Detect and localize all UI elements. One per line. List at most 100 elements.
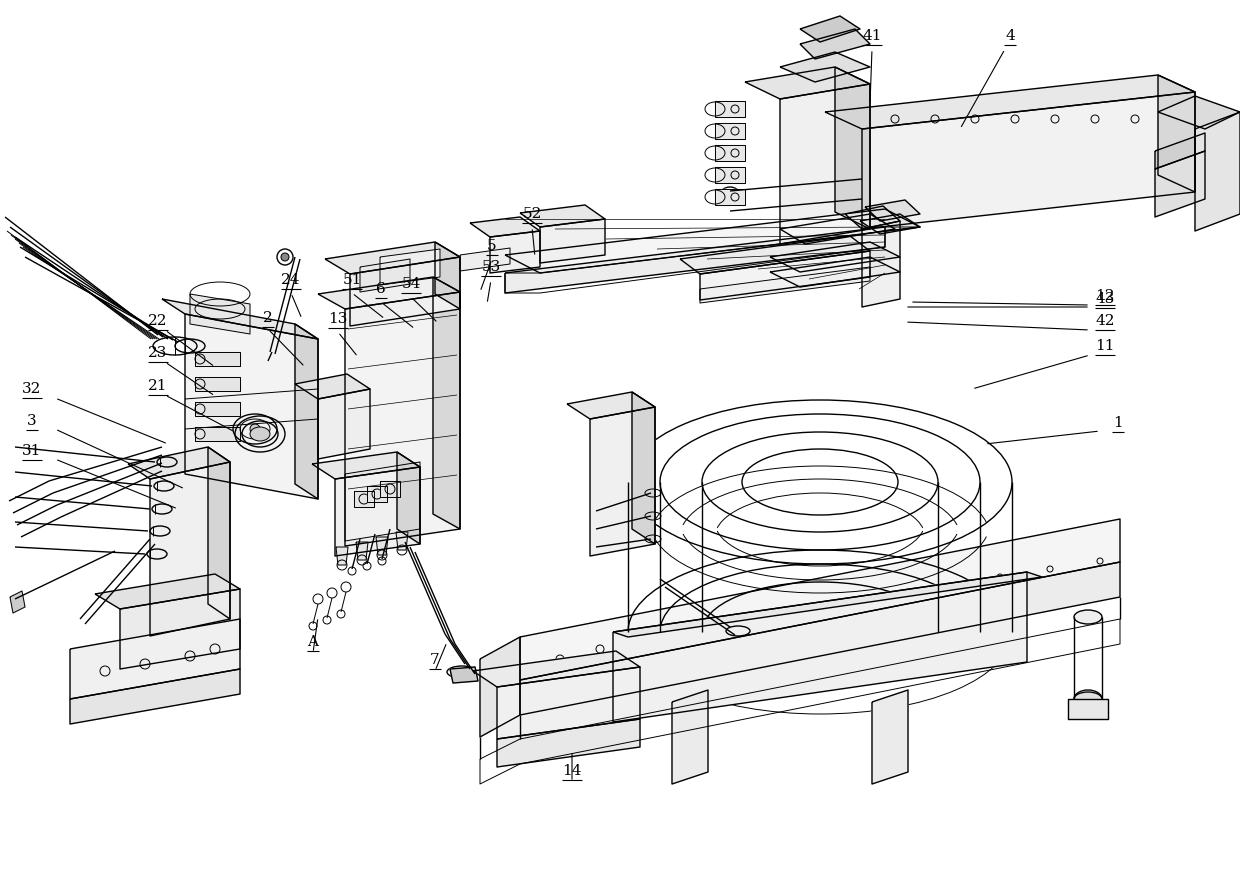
Polygon shape xyxy=(433,278,460,529)
Text: 11: 11 xyxy=(1095,339,1115,352)
Polygon shape xyxy=(780,215,895,245)
Polygon shape xyxy=(325,243,460,274)
Polygon shape xyxy=(866,201,920,222)
Polygon shape xyxy=(379,249,440,286)
Text: 24: 24 xyxy=(281,273,301,287)
Polygon shape xyxy=(367,486,387,502)
Polygon shape xyxy=(497,667,640,739)
Polygon shape xyxy=(450,667,477,683)
Text: 13: 13 xyxy=(329,312,347,325)
Text: 12: 12 xyxy=(1095,289,1115,303)
Polygon shape xyxy=(69,620,241,699)
Text: 23: 23 xyxy=(149,346,167,359)
Polygon shape xyxy=(360,260,410,292)
Text: 43: 43 xyxy=(1095,291,1115,306)
Polygon shape xyxy=(379,482,401,497)
Text: 53: 53 xyxy=(481,260,501,274)
Polygon shape xyxy=(862,93,1195,230)
Ellipse shape xyxy=(281,254,289,262)
Polygon shape xyxy=(335,468,420,556)
Polygon shape xyxy=(825,76,1195,130)
Polygon shape xyxy=(672,690,708,784)
Polygon shape xyxy=(336,547,348,565)
Polygon shape xyxy=(195,377,241,392)
Ellipse shape xyxy=(1074,611,1102,624)
Text: 4: 4 xyxy=(1006,29,1014,43)
Polygon shape xyxy=(69,670,241,724)
Polygon shape xyxy=(95,574,241,610)
Polygon shape xyxy=(680,237,870,274)
Text: 54: 54 xyxy=(402,276,420,291)
Polygon shape xyxy=(120,589,241,670)
Polygon shape xyxy=(497,719,640,767)
Text: 42: 42 xyxy=(1095,314,1115,327)
Text: 5: 5 xyxy=(487,239,497,253)
Polygon shape xyxy=(1154,134,1205,170)
Polygon shape xyxy=(613,572,1042,637)
Text: 41: 41 xyxy=(862,29,882,43)
Polygon shape xyxy=(715,124,745,139)
Ellipse shape xyxy=(1074,692,1102,706)
Polygon shape xyxy=(472,651,640,687)
Polygon shape xyxy=(353,492,374,508)
Text: 21: 21 xyxy=(149,378,167,392)
Text: 52: 52 xyxy=(522,207,542,221)
Polygon shape xyxy=(844,207,900,230)
Polygon shape xyxy=(520,206,605,228)
Polygon shape xyxy=(295,325,317,500)
Polygon shape xyxy=(350,257,460,326)
Polygon shape xyxy=(356,543,368,561)
Polygon shape xyxy=(613,572,1027,722)
Polygon shape xyxy=(715,168,745,184)
Polygon shape xyxy=(345,292,460,546)
Polygon shape xyxy=(435,243,460,309)
Polygon shape xyxy=(770,257,900,288)
Polygon shape xyxy=(195,402,241,417)
Text: A: A xyxy=(308,634,319,648)
Polygon shape xyxy=(872,690,908,784)
Polygon shape xyxy=(780,85,870,245)
Polygon shape xyxy=(567,392,655,419)
Polygon shape xyxy=(539,220,605,264)
Polygon shape xyxy=(1068,699,1109,719)
Polygon shape xyxy=(10,591,25,613)
Polygon shape xyxy=(701,252,870,300)
Polygon shape xyxy=(835,68,870,230)
Polygon shape xyxy=(745,68,870,100)
Polygon shape xyxy=(397,452,420,544)
Polygon shape xyxy=(780,53,870,83)
Text: 51: 51 xyxy=(342,273,362,287)
Polygon shape xyxy=(480,637,520,738)
Polygon shape xyxy=(861,215,920,235)
Polygon shape xyxy=(208,448,229,620)
Polygon shape xyxy=(715,102,745,118)
Polygon shape xyxy=(460,249,510,272)
Text: 1: 1 xyxy=(1114,416,1123,429)
Polygon shape xyxy=(490,232,539,274)
Text: 7: 7 xyxy=(430,653,440,666)
Polygon shape xyxy=(295,375,370,400)
Polygon shape xyxy=(396,533,408,551)
Polygon shape xyxy=(1195,113,1240,232)
Text: 22: 22 xyxy=(149,314,167,327)
Polygon shape xyxy=(312,452,420,479)
Polygon shape xyxy=(770,243,900,273)
Polygon shape xyxy=(317,390,370,460)
Text: 31: 31 xyxy=(22,443,42,458)
Polygon shape xyxy=(800,30,870,60)
Polygon shape xyxy=(150,462,229,637)
Ellipse shape xyxy=(250,427,270,442)
Polygon shape xyxy=(862,222,900,308)
Polygon shape xyxy=(317,278,460,309)
Polygon shape xyxy=(162,299,317,340)
Text: 32: 32 xyxy=(22,382,42,395)
Polygon shape xyxy=(590,408,655,556)
Text: 3: 3 xyxy=(27,414,37,427)
Polygon shape xyxy=(701,267,870,304)
Polygon shape xyxy=(376,537,388,555)
Text: 6: 6 xyxy=(376,282,386,296)
Polygon shape xyxy=(800,17,861,43)
Polygon shape xyxy=(128,448,229,479)
Polygon shape xyxy=(1158,76,1195,193)
Polygon shape xyxy=(505,210,920,274)
